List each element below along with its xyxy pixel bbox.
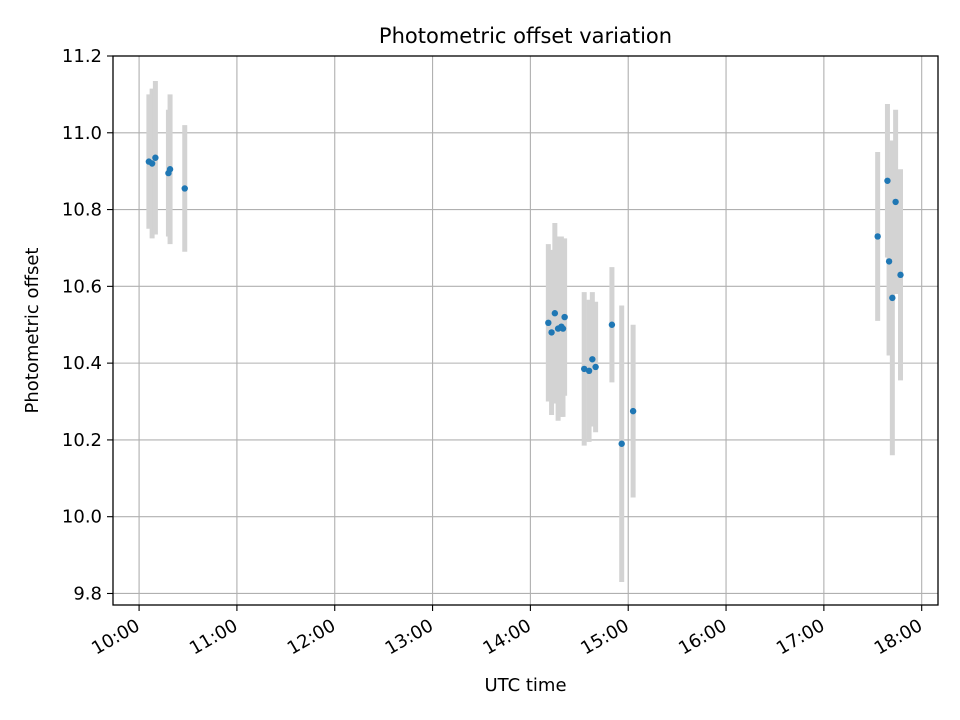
grid-lines [113,55,938,605]
y-tick-label: 10.4 [62,353,102,374]
data-point [561,313,568,321]
data-point [585,367,593,375]
data-point [889,294,896,302]
data-point [551,310,559,317]
data-point [589,356,596,363]
x-axis-label: UTC time [484,675,566,696]
data-points [145,154,904,447]
x-axis-ticks: 10:00 11:00 12:00 13:00 14:00 15:00 16:00 17:00… [88,605,926,659]
x-tick-label: 16:00 [675,615,730,659]
y-tick-label: 9.8 [73,583,102,604]
data-point [608,321,616,328]
x-tick-label: 13:00 [382,615,437,659]
data-point [166,166,174,173]
y-tick-label: 10.8 [62,200,102,221]
x-tick-label: 15:00 [577,615,632,659]
y-tick-label: 11.2 [62,46,102,67]
data-point [148,160,156,167]
x-tick-label: 11:00 [186,615,241,659]
error-bars [146,80,903,582]
data-point [592,363,599,371]
data-point [559,325,567,332]
y-axis-label: Photometric offset [22,248,43,414]
chart-title: Photometric offset variation [379,24,672,48]
y-tick-label: 11.0 [62,123,102,144]
plot-frame [112,55,939,606]
data-point [181,185,188,192]
y-tick-label: 10.6 [62,276,102,297]
y-tick-label: 10.0 [62,507,102,528]
data-point [629,407,637,415]
x-tick-label: 18:00 [871,615,926,659]
x-tick-label: 17:00 [773,615,828,659]
y-tick-label: 10.2 [62,430,102,451]
data-point [892,198,899,206]
data-point [545,319,552,327]
data-point [885,258,893,265]
data-point [580,365,588,373]
x-tick-label: 12:00 [284,615,339,659]
data-point [884,177,891,184]
data-point [874,233,881,240]
data-point [152,154,159,161]
data-point [548,329,555,336]
data-point [897,271,904,279]
x-tick-label: 10:00 [88,615,143,659]
data-point [618,440,625,447]
x-tick-label: 14:00 [479,615,534,659]
y-axis-ticks: 9.8 10.0 10.2 10.4 10.6 10.8 11.0 11.2 [62,46,113,604]
